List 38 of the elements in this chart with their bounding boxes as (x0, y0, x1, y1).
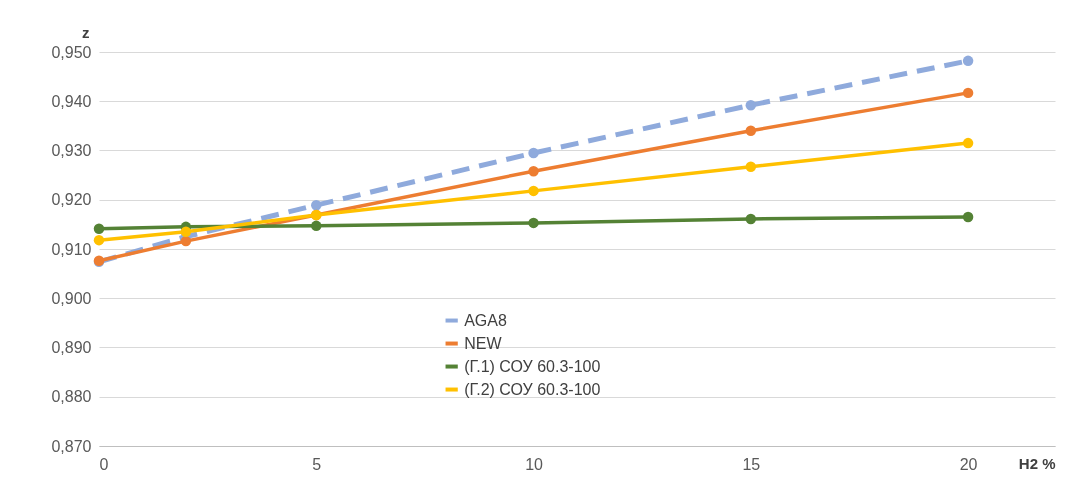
y-tick-label: 0,940 (51, 92, 92, 110)
x-tick-label: 5 (312, 455, 322, 473)
point (962, 55, 974, 67)
y-tick-label: 0,950 (51, 43, 92, 61)
y-axis-title: z (82, 23, 90, 41)
point (311, 199, 322, 211)
point (745, 99, 757, 111)
x-tick-label: 15 (742, 455, 761, 473)
y-tick-label: 0,930 (51, 142, 92, 159)
legend-label: (Г.2) СОУ 60.3-100 (464, 380, 601, 398)
point (962, 87, 974, 99)
point (745, 125, 757, 137)
x-tick-label: 20 (959, 455, 978, 473)
point (93, 223, 105, 235)
point (528, 217, 539, 229)
y-tick-label: 0,890 (51, 339, 92, 356)
y-tick-label: 0,920 (51, 191, 92, 209)
y-tick-label: 0,870 (51, 437, 92, 455)
point (528, 165, 539, 177)
point (745, 213, 757, 225)
x-axis-title: H2 % (1018, 454, 1056, 472)
x-tick-label: 10 (525, 455, 544, 473)
point (180, 226, 192, 237)
legend-label: (Г.1) СОУ 60.3-100 (464, 357, 601, 375)
point (962, 137, 974, 149)
y-tick-label: 0,900 (51, 289, 92, 307)
point (962, 211, 974, 223)
point (93, 234, 105, 246)
x-tick-label: 0 (99, 455, 109, 473)
point (528, 147, 539, 159)
legend-label: NEW (464, 334, 503, 352)
point (528, 185, 539, 197)
legend-label: AGA8 (464, 311, 507, 329)
y-tick-label: 0,910 (51, 240, 92, 258)
point (745, 161, 757, 172)
point (311, 220, 322, 232)
y-tick-label: 0,880 (51, 388, 92, 406)
point (180, 235, 192, 247)
